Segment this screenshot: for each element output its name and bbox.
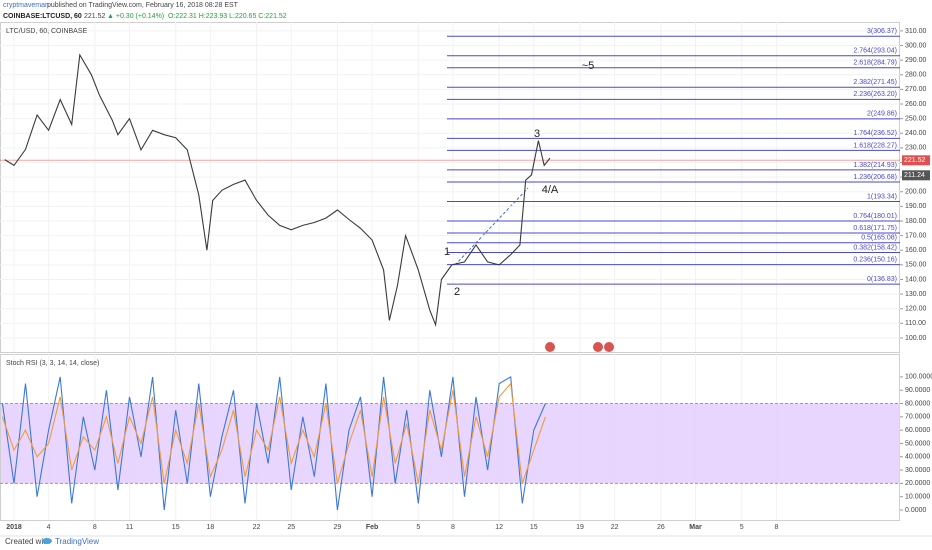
fib-label: 0.764(180.01) bbox=[853, 213, 897, 220]
x-tick-label: 11 bbox=[126, 524, 133, 531]
last-price-box bbox=[902, 155, 930, 166]
y-tick-label: 30.0000 bbox=[905, 467, 930, 474]
change: ▲ +0.30 (+0.14%) bbox=[107, 13, 164, 20]
x-tick-label: 25 bbox=[287, 524, 295, 531]
fib-label: 0.618(171.75) bbox=[853, 225, 897, 232]
x-tick-label: 8 bbox=[451, 524, 455, 531]
event-flag bbox=[604, 342, 614, 352]
y-tick-label: 170.00 bbox=[905, 232, 927, 239]
price: 221.52 bbox=[84, 13, 106, 20]
x-tick-label: 4 bbox=[47, 524, 51, 531]
y-tick-label: 250.00 bbox=[905, 115, 927, 122]
fib-label: 2.618(284.79) bbox=[853, 60, 897, 67]
event-flag bbox=[545, 342, 555, 352]
footer-created: Created with bbox=[5, 537, 50, 546]
symbol: COINBASE:LTCUSD, 60 bbox=[3, 13, 82, 20]
fib-label: 2.236(263.20) bbox=[853, 91, 897, 98]
y-tick-label: 140.00 bbox=[905, 276, 927, 283]
price-pane bbox=[0, 22, 900, 353]
y-tick-label: 180.00 bbox=[905, 218, 927, 225]
y-tick-label: 70.0000 bbox=[905, 414, 930, 421]
fib-label: 1(193.34) bbox=[867, 193, 897, 200]
published: published on TradingView.com, February 1… bbox=[47, 2, 239, 9]
event-flag bbox=[593, 342, 603, 352]
fib-label: 2(249.86) bbox=[867, 111, 897, 118]
y-tick-label: 110.00 bbox=[905, 320, 926, 327]
wave-label: 3 bbox=[534, 128, 540, 140]
x-tick-label: 2018 bbox=[6, 524, 22, 531]
fib-label: 0.5(165.08) bbox=[861, 235, 897, 242]
x-tick-label: 15 bbox=[530, 524, 538, 531]
y-tick-label: 90.0000 bbox=[905, 387, 930, 394]
wave-label: 2 bbox=[454, 286, 460, 298]
wave-label: 1 bbox=[444, 246, 450, 258]
series-line bbox=[1, 375, 546, 511]
y-tick-label: 80.0000 bbox=[905, 400, 930, 407]
pane-title: Stoch RSI (3, 3, 14, 14, close) bbox=[6, 360, 99, 367]
x-tick-label: 12 bbox=[495, 524, 503, 531]
y-tick-label: 100.0000 bbox=[905, 374, 932, 381]
marker-price-label: 211.24 bbox=[904, 172, 925, 179]
fib-label: 3(306.37) bbox=[867, 28, 897, 35]
fib-label: 1.764(236.52) bbox=[853, 130, 897, 137]
fib-label: 1.618(228.27) bbox=[853, 142, 897, 149]
y-tick-label: 130.00 bbox=[905, 291, 927, 298]
x-tick-label: 8 bbox=[774, 524, 778, 531]
x-tick-label: 22 bbox=[611, 524, 619, 531]
fib-label: 2.764(293.04) bbox=[853, 48, 897, 55]
x-tick-label: 5 bbox=[740, 524, 744, 531]
fib-label: 0.236(150.16) bbox=[853, 256, 897, 263]
fib-label: 1.382(214.93) bbox=[853, 162, 897, 169]
wave-label: ~5 bbox=[582, 60, 595, 72]
y-tick-label: 280.00 bbox=[905, 72, 927, 79]
wave-label: 4/A bbox=[542, 184, 559, 196]
y-tick-label: 270.00 bbox=[905, 86, 927, 93]
y-tick-label: 40.0000 bbox=[905, 454, 930, 461]
y-tick-label: 60.0000 bbox=[905, 427, 930, 434]
y-tick-label: 290.00 bbox=[905, 57, 927, 64]
x-tick-label: 19 bbox=[576, 524, 584, 531]
fib-label: 2.382(271.45) bbox=[853, 79, 897, 86]
y-tick-label: 150.00 bbox=[905, 262, 927, 269]
x-tick-label: 8 bbox=[93, 524, 97, 531]
x-tick-label: Mar bbox=[689, 524, 702, 531]
y-tick-label: 240.00 bbox=[905, 130, 927, 137]
y-tick-label: 50.0000 bbox=[905, 440, 930, 447]
y-tick-label: 200.00 bbox=[905, 189, 927, 196]
y-tick-label: 20.0000 bbox=[905, 480, 930, 487]
fib-label: 1.236(206.68) bbox=[853, 174, 897, 181]
band-fill bbox=[1, 403, 900, 484]
y-tick-label: 300.00 bbox=[905, 42, 927, 49]
author: cryptmaveman bbox=[3, 2, 49, 9]
x-tick-label: 18 bbox=[206, 524, 214, 531]
series-line bbox=[1, 382, 546, 484]
y-tick-label: 120.00 bbox=[905, 306, 927, 313]
y-tick-label: 100.00 bbox=[905, 335, 927, 342]
series-line bbox=[4, 53, 551, 327]
ohlc: O:222.31 H:223.93 L:220.65 C:221.52 bbox=[168, 13, 287, 20]
y-tick-label: 260.00 bbox=[905, 101, 927, 108]
y-tick-label: 0.0000 bbox=[905, 507, 927, 514]
footer-logo bbox=[42, 538, 52, 544]
y-tick-label: 10.0000 bbox=[905, 494, 930, 501]
x-tick-label: 26 bbox=[657, 524, 665, 531]
fib-label: 0(136.83) bbox=[867, 276, 897, 283]
x-tick-label: 5 bbox=[416, 524, 420, 531]
fib-label: 0.382(158.42) bbox=[853, 244, 897, 251]
last-price-label: 221.52 bbox=[904, 157, 926, 164]
y-tick-label: 310.00 bbox=[905, 28, 927, 35]
x-tick-label: 15 bbox=[172, 524, 180, 531]
y-tick-label: 160.00 bbox=[905, 247, 927, 254]
y-tick-label: 190.00 bbox=[905, 203, 927, 210]
x-tick-label: 29 bbox=[334, 524, 342, 531]
x-tick-label: Feb bbox=[366, 524, 378, 531]
x-tick-label: 22 bbox=[253, 524, 261, 531]
marker-price-box bbox=[902, 170, 930, 181]
pane-title: LTC/USD, 60, COINBASE bbox=[6, 28, 88, 35]
y-tick-label: 230.00 bbox=[905, 145, 927, 152]
footer-brand: TradingView bbox=[55, 537, 99, 546]
